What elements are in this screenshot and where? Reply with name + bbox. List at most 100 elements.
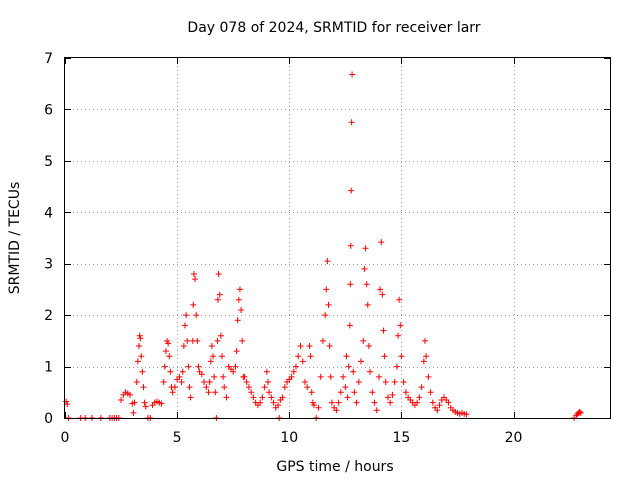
data-point bbox=[310, 402, 317, 409]
data-point bbox=[358, 358, 365, 365]
data-point bbox=[241, 373, 248, 380]
data-point bbox=[127, 391, 134, 398]
data-point bbox=[387, 399, 394, 406]
data-point bbox=[214, 337, 221, 344]
data-point bbox=[162, 348, 169, 355]
data-point bbox=[171, 384, 178, 391]
data-point bbox=[194, 337, 201, 344]
data-point bbox=[323, 286, 330, 293]
data-point bbox=[463, 411, 470, 418]
data-point bbox=[158, 400, 165, 407]
data-point bbox=[185, 363, 192, 370]
data-point bbox=[166, 353, 173, 360]
data-marks bbox=[63, 71, 584, 421]
data-point bbox=[414, 399, 421, 406]
plot-frame bbox=[64, 57, 611, 419]
data-point bbox=[371, 399, 378, 406]
data-point bbox=[133, 379, 140, 385]
data-point bbox=[353, 399, 360, 406]
data-point bbox=[350, 368, 357, 375]
data-point bbox=[212, 389, 219, 396]
y-tick-label: 3 bbox=[44, 257, 53, 273]
x-tick-label: 10 bbox=[280, 430, 298, 446]
data-point bbox=[201, 379, 208, 385]
data-point bbox=[223, 394, 230, 401]
chart-title: Day 078 of 2024, SRMTID for receiver lar… bbox=[187, 20, 480, 36]
y-tick-label: 1 bbox=[44, 360, 53, 376]
data-point bbox=[176, 373, 183, 380]
data-point bbox=[206, 379, 213, 385]
data-point bbox=[167, 368, 174, 375]
data-point bbox=[264, 379, 271, 385]
data-point bbox=[238, 307, 245, 313]
data-point bbox=[257, 399, 264, 406]
data-point bbox=[178, 379, 185, 385]
y-tick-label: 6 bbox=[44, 102, 53, 118]
data-point bbox=[361, 265, 368, 272]
data-point bbox=[234, 317, 241, 324]
data-point bbox=[348, 119, 355, 126]
data-point bbox=[307, 353, 314, 360]
data-point bbox=[137, 335, 144, 342]
data-point bbox=[250, 394, 257, 401]
data-point bbox=[161, 363, 168, 370]
data-point bbox=[384, 394, 391, 401]
data-point bbox=[445, 399, 452, 406]
data-point bbox=[160, 379, 167, 385]
data-point bbox=[363, 281, 370, 288]
data-point bbox=[319, 337, 326, 344]
data-point bbox=[364, 301, 371, 308]
data-point bbox=[193, 312, 200, 319]
x-tick-label: 5 bbox=[173, 430, 182, 446]
data-point bbox=[345, 363, 352, 370]
data-point bbox=[393, 363, 400, 370]
data-point bbox=[169, 389, 176, 396]
data-point bbox=[138, 353, 145, 360]
data-point bbox=[268, 394, 275, 401]
data-point bbox=[192, 276, 199, 283]
data-point bbox=[207, 358, 214, 365]
y-tick-label: 7 bbox=[44, 51, 53, 67]
x-tick-label: 0 bbox=[61, 430, 70, 446]
data-point bbox=[397, 322, 404, 329]
data-point bbox=[360, 337, 367, 344]
data-point bbox=[425, 373, 432, 380]
data-point bbox=[348, 187, 355, 194]
data-point bbox=[180, 343, 187, 349]
data-point bbox=[317, 373, 324, 380]
data-point bbox=[373, 407, 380, 414]
data-point bbox=[395, 332, 402, 339]
data-point bbox=[347, 242, 354, 249]
data-point bbox=[217, 332, 224, 339]
data-point bbox=[369, 389, 376, 396]
data-point bbox=[576, 408, 583, 415]
data-point bbox=[333, 407, 340, 414]
data-point bbox=[136, 343, 143, 349]
data-point bbox=[349, 71, 356, 78]
data-point bbox=[355, 379, 362, 385]
y-tick-label: 4 bbox=[44, 205, 53, 221]
data-point bbox=[306, 343, 313, 349]
data-point bbox=[391, 379, 398, 385]
data-point bbox=[136, 332, 143, 339]
data-point bbox=[118, 397, 125, 403]
data-point bbox=[259, 394, 266, 401]
data-point bbox=[64, 401, 71, 408]
data-point bbox=[139, 368, 146, 375]
data-point bbox=[381, 353, 388, 360]
data-point bbox=[297, 343, 304, 349]
data-point bbox=[190, 301, 197, 308]
data-point bbox=[281, 384, 288, 391]
data-point bbox=[327, 373, 334, 380]
data-point bbox=[427, 389, 434, 396]
y-axis-label: SRMTID / TECUs bbox=[7, 182, 23, 295]
data-point bbox=[205, 389, 212, 396]
data-point bbox=[266, 389, 273, 396]
grid-lines bbox=[65, 58, 610, 418]
data-point bbox=[379, 291, 386, 298]
data-point bbox=[436, 402, 443, 409]
data-point bbox=[429, 399, 436, 406]
data-point bbox=[232, 363, 239, 370]
data-point bbox=[577, 409, 584, 416]
